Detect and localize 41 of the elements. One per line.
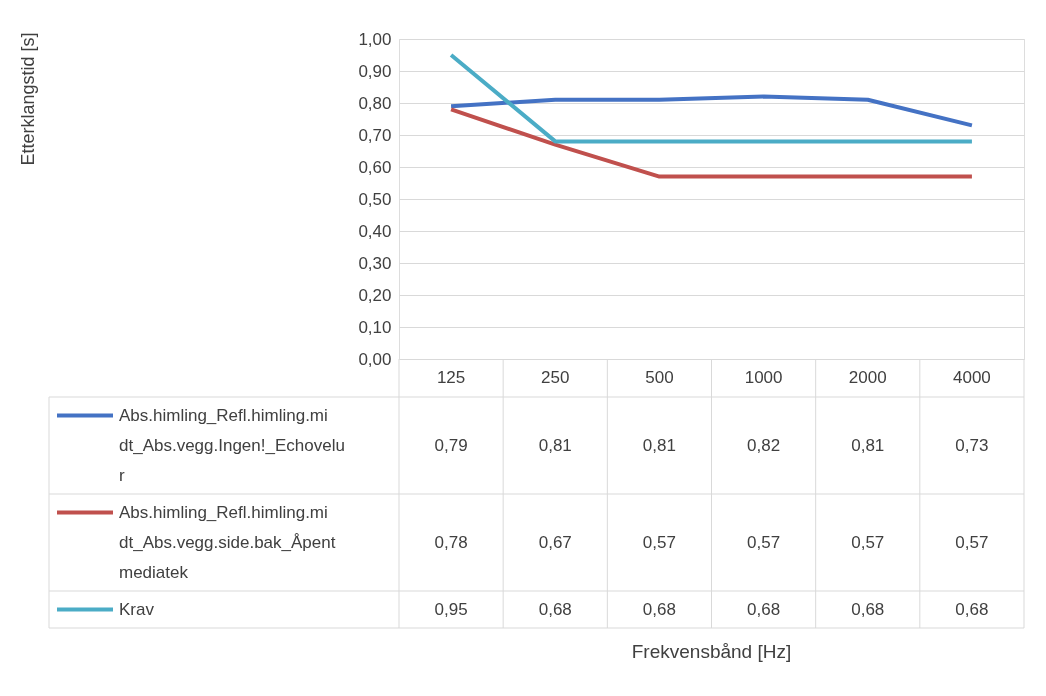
data-label: 0,95 bbox=[434, 599, 468, 619]
data-label: 0,57 bbox=[851, 532, 885, 552]
text: Frekvensbånd [Hz] bbox=[631, 641, 792, 662]
data-label: 0,57 bbox=[747, 532, 781, 552]
x-tick-label: 500 bbox=[645, 368, 674, 387]
text: Etterklangstid [s] bbox=[18, 32, 38, 166]
y-tick-label: 0,40 bbox=[358, 221, 392, 241]
x-tick-label: 125 bbox=[436, 368, 466, 387]
legend-label: Krav bbox=[119, 599, 155, 619]
data-label: 0,73 bbox=[955, 435, 989, 455]
data-label: 0,67 bbox=[538, 532, 572, 552]
y-tick-label: 0,80 bbox=[358, 93, 392, 113]
data-label: 0,81 bbox=[538, 435, 572, 455]
x-tick-label: 250 bbox=[541, 368, 570, 387]
legend-label: Abs.himling_Refl.himling.midt_Abs.vegg.Ingen!_Echovelur bbox=[119, 405, 345, 485]
line-series bbox=[449, 94, 974, 128]
data-label: 0,68 bbox=[538, 599, 572, 619]
data-label: 0,82 bbox=[747, 435, 781, 455]
y-tick-label: 0,50 bbox=[358, 189, 392, 209]
data-label: 0,68 bbox=[642, 599, 676, 619]
data-label: 0,68 bbox=[955, 599, 989, 619]
y-tick-label: 0,30 bbox=[358, 253, 392, 273]
x-tick-label: 4000 bbox=[953, 368, 991, 387]
y-tick-label: 0,60 bbox=[358, 157, 392, 177]
data-label: 0,81 bbox=[851, 435, 885, 455]
y-tick-label: 0,90 bbox=[358, 61, 392, 81]
data-label: 0,78 bbox=[434, 532, 468, 552]
y-tick-label: 0,70 bbox=[358, 125, 392, 145]
data-label: 0,79 bbox=[434, 435, 468, 455]
data-label: 0,68 bbox=[851, 599, 885, 619]
data-label: 0,57 bbox=[955, 532, 989, 552]
y-tick-label: 0,00 bbox=[358, 349, 392, 369]
y-tick-label: 0,10 bbox=[358, 317, 392, 337]
data-label: 0,57 bbox=[642, 532, 676, 552]
data-label: 0,81 bbox=[642, 435, 676, 455]
data-label: 0,68 bbox=[747, 599, 781, 619]
y-tick-label: 1,00 bbox=[358, 29, 392, 49]
y-tick-label: 0,20 bbox=[358, 285, 392, 305]
legend-label: Abs.himling_Refl.himling.midt_Abs.vegg.side.bak_Åpent mediatek bbox=[119, 502, 336, 582]
x-tick-label: 1000 bbox=[744, 368, 783, 387]
x-tick-label: 2000 bbox=[848, 368, 887, 387]
